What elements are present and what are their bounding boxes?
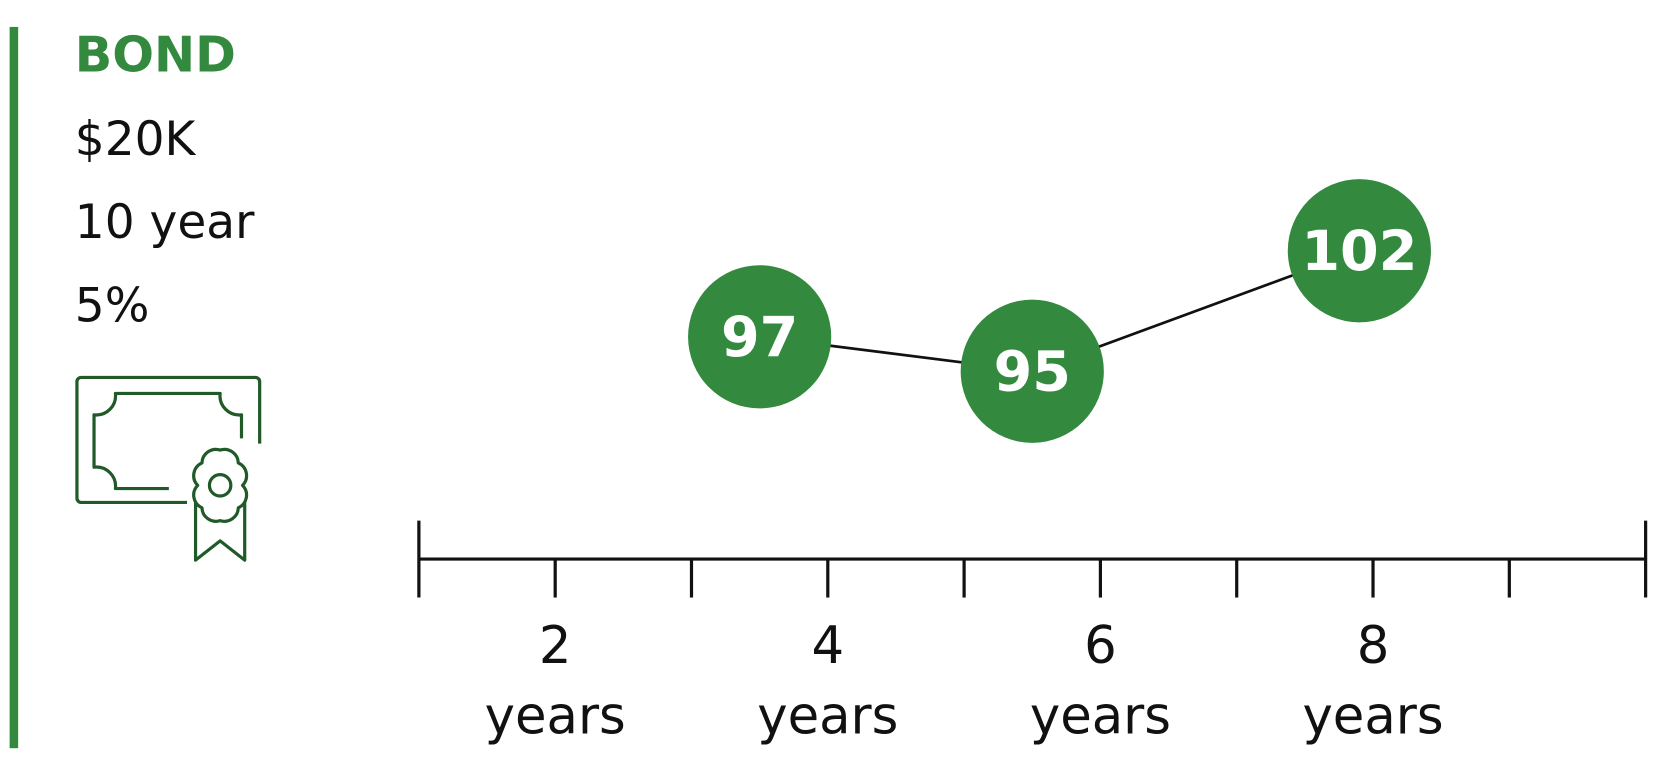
point bbox=[960, 299, 1104, 443]
point bbox=[1287, 179, 1431, 323]
point bbox=[688, 265, 832, 409]
x-tick-label: 8 years bbox=[1302, 616, 1443, 747]
x-tick-label: 6 years bbox=[1030, 616, 1171, 747]
title: BOND bbox=[75, 25, 236, 83]
value-label: 97 bbox=[721, 305, 798, 370]
value-label: 102 bbox=[1301, 219, 1417, 284]
accent-bar bbox=[9, 26, 19, 749]
x-tick-label: 2 years bbox=[485, 616, 626, 747]
detail: 10 year bbox=[75, 195, 255, 250]
value-label: 95 bbox=[994, 340, 1071, 405]
certificate-icon bbox=[75, 375, 262, 562]
detail: $20K bbox=[75, 112, 197, 167]
detail: 5% bbox=[75, 279, 150, 334]
x-tick-label: 4 years bbox=[757, 616, 898, 747]
